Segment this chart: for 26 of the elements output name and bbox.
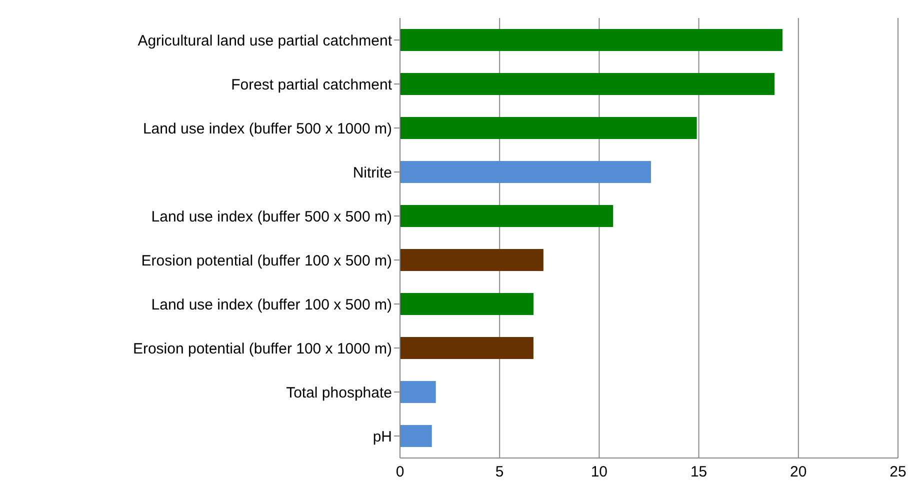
y-tick-label: Forest partial catchment	[231, 76, 393, 94]
y-tick-label: pH	[372, 428, 392, 446]
x-tick-label: 15	[690, 464, 708, 481]
bar	[400, 29, 782, 51]
x-tick-label: 20	[790, 464, 807, 481]
y-tick-label: Erosion potential (buffer 100 x 500 m)	[141, 252, 392, 270]
bar	[400, 161, 651, 183]
y-tick-label: Total phosphate	[286, 384, 392, 402]
x-tick-label: 25	[890, 464, 906, 481]
bar	[400, 381, 436, 403]
y-tick-label: Nitrite	[352, 164, 392, 182]
y-tick-label: Land use index (buffer 500 x 1000 m)	[142, 120, 392, 138]
y-tick-label: Land use index (buffer 500 x 500 m)	[151, 208, 392, 226]
y-tick-label: Erosion potential (buffer 100 x 1000 m)	[132, 340, 392, 358]
y-tick-label: Land use index (buffer 100 x 500 m)	[151, 296, 392, 314]
x-tick-label: 0	[396, 464, 404, 481]
bar	[400, 293, 534, 315]
x-tick-label: 5	[495, 464, 504, 481]
bar	[400, 425, 432, 447]
bar	[400, 249, 544, 271]
bar	[400, 117, 697, 139]
y-tick-label: Agricultural land use partial catchment	[138, 32, 393, 50]
x-tick-label: 10	[590, 464, 608, 481]
bar	[400, 205, 614, 227]
bar	[400, 337, 534, 359]
bar	[400, 73, 774, 95]
